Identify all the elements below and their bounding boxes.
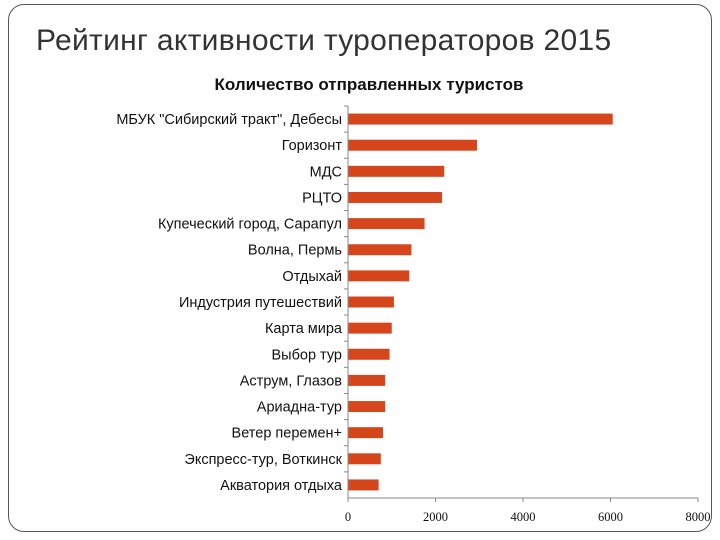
category-label: Индустрия путешествий [179,295,342,311]
category-label: Купеческий город, Сарапул [158,217,342,233]
x-tick-label: 0 [345,510,351,524]
bar [348,348,390,360]
bar [348,401,386,413]
category-label: МБУК "Сибирский тракт", Дебесы [116,112,342,128]
category-label: Горизонт [282,138,343,154]
category-label: Карта мира [265,321,343,337]
x-tick-label: 8000 [686,510,711,524]
bar [348,270,410,282]
category-label: Аструм, Глазов [240,373,343,389]
category-label: Ариадна-тур [257,400,342,416]
category-label: Отдыхай [282,269,342,285]
category-label: Акватория отдыха [220,478,343,494]
bar [348,218,425,230]
slide-frame [8,4,712,532]
bar [348,322,392,334]
bar [348,374,386,386]
bar [348,191,443,203]
x-tick-label: 2000 [423,510,448,524]
bar [348,427,383,439]
category-label: Волна, Пермь [248,243,342,259]
bar [348,479,379,491]
slide-title: Рейтинг активности туроператоров 2015 [36,24,612,57]
bar [348,113,613,125]
bar [348,453,381,465]
category-label: РЦТО [302,190,342,206]
bar [348,296,394,308]
bar [348,165,445,177]
x-tick-label: 4000 [511,510,536,524]
bar [348,244,412,256]
category-label: Ветер перемен+ [232,426,342,442]
bar [348,139,478,151]
chart-title: Количество отправленных туристов [215,75,524,94]
x-tick-label: 6000 [598,510,623,524]
category-label: Выбор тур [271,347,342,363]
category-label: Экспресс-тур, Воткинск [184,452,342,468]
category-label: МДС [310,164,342,180]
